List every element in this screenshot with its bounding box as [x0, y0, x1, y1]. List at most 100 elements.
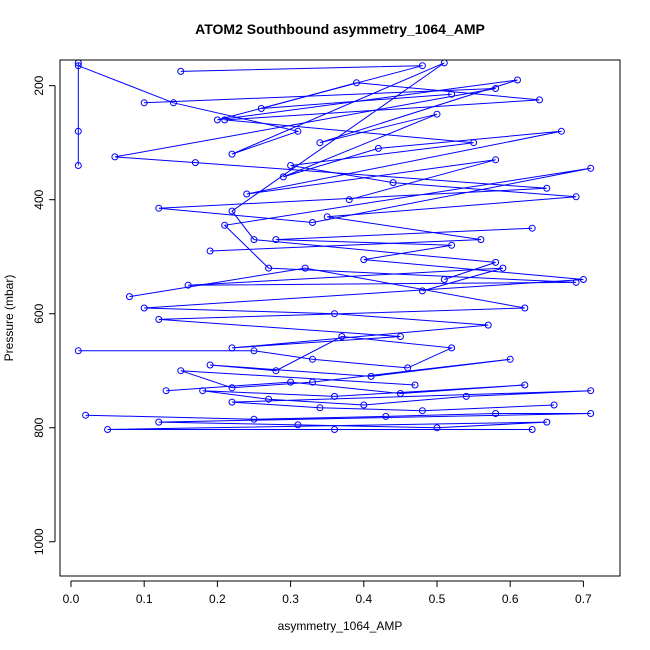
data-point	[316, 404, 324, 412]
data-point	[287, 378, 295, 386]
data-point	[587, 164, 595, 172]
data-point	[528, 426, 536, 433]
data-point	[338, 333, 346, 340]
data-point	[272, 367, 280, 375]
data-point	[418, 407, 426, 415]
data-point	[543, 418, 551, 426]
data-point	[360, 256, 368, 264]
data-point	[514, 76, 521, 84]
data-point	[199, 387, 207, 395]
data-point	[550, 401, 558, 409]
data-point	[228, 398, 236, 406]
data-point	[492, 156, 500, 164]
data-point	[213, 116, 221, 124]
x-tick-label: 0.5	[429, 592, 446, 606]
data-point	[462, 392, 470, 400]
y-tick-label: 1000	[32, 528, 46, 555]
data-point	[162, 387, 170, 395]
data-point	[140, 304, 148, 312]
data-point	[206, 361, 214, 369]
data-point	[557, 127, 565, 135]
data-point	[191, 159, 199, 167]
data-point	[587, 387, 595, 395]
data-point	[250, 236, 258, 244]
data-point	[206, 247, 214, 255]
series-layer	[74, 59, 595, 433]
data-point	[221, 221, 229, 229]
series-line-1	[114, 88, 591, 292]
data-point	[279, 173, 287, 181]
data-point	[250, 415, 258, 423]
data-point	[396, 390, 404, 397]
data-point	[418, 287, 426, 295]
data-point	[382, 412, 390, 420]
data-point	[184, 281, 192, 289]
series-line-4	[166, 381, 591, 412]
y-tick-label: 600	[32, 303, 46, 323]
y-axis-label: Pressure (mbar)	[2, 275, 16, 362]
data-point	[316, 139, 324, 147]
x-axis: 0.0 0.1 0.2 0.3 0.4 0.5 0.6 0.7	[63, 580, 592, 606]
data-point	[140, 99, 148, 107]
x-axis-label: asymmetry_1064_AMP	[278, 619, 403, 633]
data-point	[389, 179, 397, 187]
series-line-7	[210, 82, 577, 252]
data-point	[104, 426, 112, 433]
data-point	[309, 378, 316, 386]
series-line-0	[77, 62, 496, 280]
x-tick-label: 0.4	[355, 592, 372, 606]
data-point	[323, 213, 331, 221]
series-line-5	[85, 413, 591, 430]
x-tick-label: 0.0	[63, 592, 80, 606]
data-point	[111, 153, 119, 161]
data-point	[155, 204, 163, 212]
data-point	[572, 278, 580, 286]
data-point	[74, 62, 82, 70]
data-point	[221, 116, 229, 124]
plot-frame	[59, 59, 621, 577]
data-point	[265, 264, 273, 272]
data-point	[587, 410, 595, 417]
data-point	[265, 395, 273, 403]
data-point	[74, 347, 82, 355]
x-tick-label: 0.2	[209, 592, 226, 606]
data-point	[367, 372, 375, 380]
data-point	[309, 219, 316, 226]
data-point	[572, 193, 580, 201]
data-point	[272, 236, 280, 244]
data-point	[521, 381, 529, 389]
data-point	[170, 99, 177, 107]
data-point	[74, 162, 82, 169]
data-point	[294, 421, 302, 429]
data-point	[287, 162, 295, 169]
data-point	[521, 304, 529, 312]
data-point	[506, 355, 514, 363]
y-tick-label: 800	[32, 417, 46, 437]
data-point	[177, 67, 185, 75]
data-point	[579, 276, 587, 283]
y-tick-label: 400	[32, 189, 46, 209]
data-point	[155, 418, 163, 426]
chart-title: ATOM2 Southbound asymmetry_1064_AMP	[195, 21, 485, 37]
data-point	[331, 392, 338, 400]
x-tick-label: 0.1	[136, 592, 153, 606]
data-point	[228, 207, 236, 215]
data-point	[331, 310, 338, 318]
data-point	[353, 79, 360, 87]
data-point	[331, 426, 338, 433]
data-point	[536, 96, 543, 104]
data-point	[155, 315, 163, 323]
data-point	[470, 139, 478, 147]
data-point	[294, 127, 302, 135]
data-point	[228, 150, 236, 158]
data-point	[484, 321, 492, 329]
data-point	[360, 401, 368, 409]
data-point	[492, 258, 500, 266]
series-line-6	[180, 65, 562, 201]
y-axis: 200 400 600 800 1000	[32, 75, 56, 555]
data-point	[528, 224, 536, 232]
y-tick-label: 200	[32, 75, 46, 95]
data-point	[301, 264, 309, 272]
